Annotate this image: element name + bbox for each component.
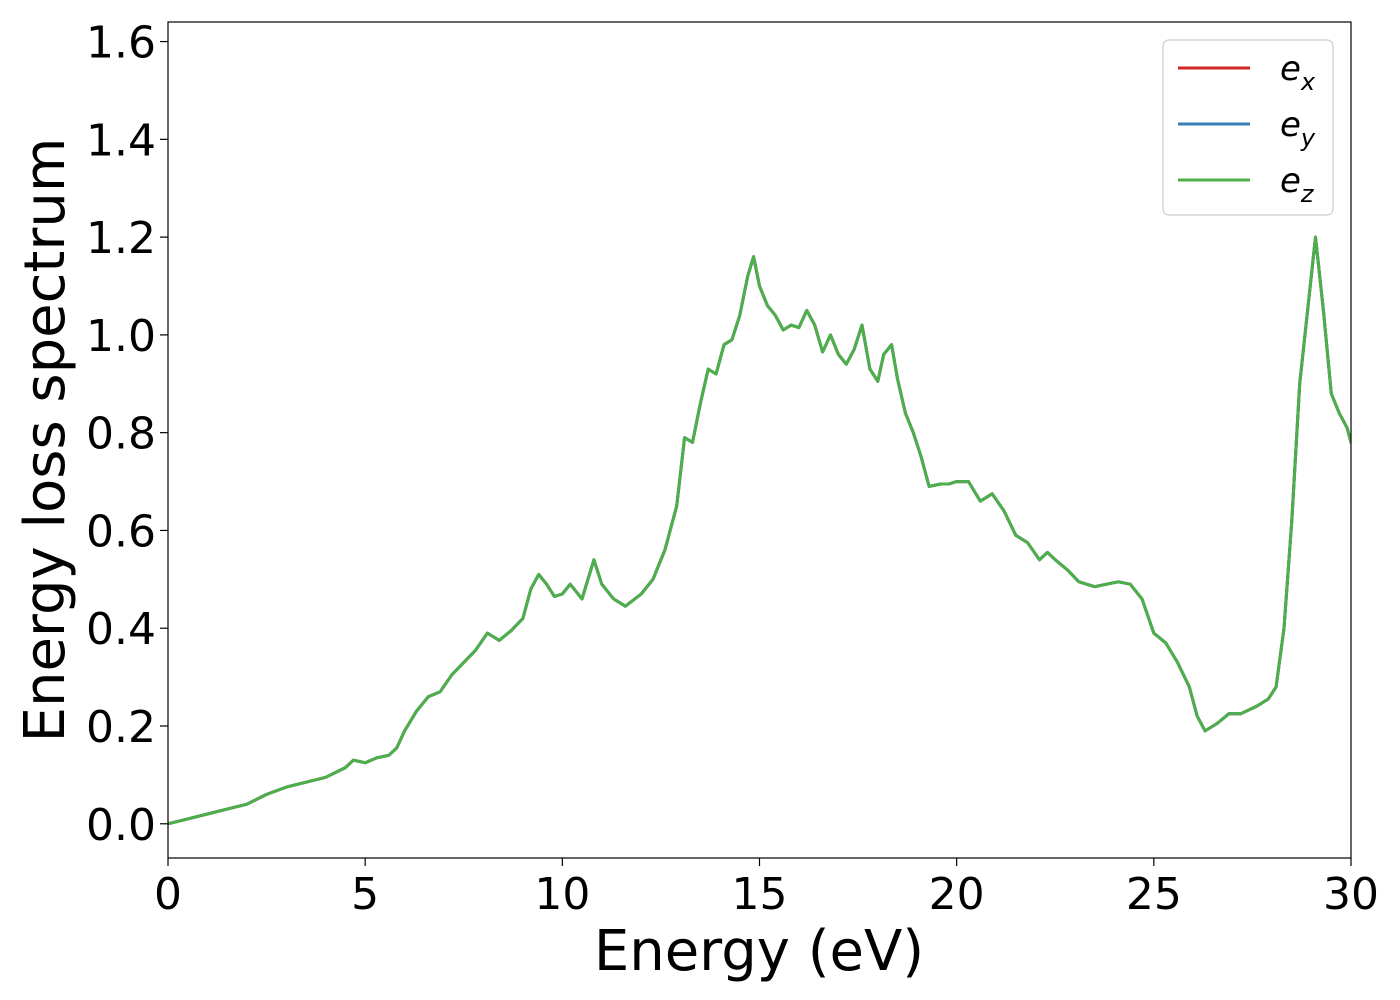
y-tick-label: 1.0 <box>86 311 156 362</box>
y-tick-label: 0.0 <box>86 800 156 851</box>
legend-label-y: ey <box>1280 105 1316 152</box>
legend-label-base: e <box>1280 161 1301 201</box>
x-tick-label: 10 <box>534 869 590 920</box>
y-tick-label: 0.8 <box>86 409 156 460</box>
x-tick-label: 0 <box>154 869 182 920</box>
x-tick-label: 20 <box>929 869 985 920</box>
x-axis: 0 5 10 15 20 25 30 <box>154 858 1379 920</box>
legend-label-subscript: z <box>1300 180 1315 208</box>
legend-label-z: ez <box>1280 161 1315 208</box>
y-tick-label: 0.4 <box>86 604 156 655</box>
y-tick-label: 0.2 <box>86 702 156 753</box>
legend-box <box>1162 39 1334 216</box>
x-axis-label: Energy (eV) <box>594 919 924 984</box>
legend-label-subscript: x <box>1300 68 1316 96</box>
y-axis: 0.0 0.2 0.4 0.6 0.8 1.0 1.2 1.4 1.6 <box>86 18 168 851</box>
x-tick-label: 5 <box>351 869 379 920</box>
y-tick-label: 1.4 <box>86 115 156 166</box>
y-tick-label: 0.6 <box>86 506 156 557</box>
series-layer <box>168 235 1351 826</box>
y-tick-label: 1.6 <box>86 18 156 69</box>
x-tick-label: 15 <box>732 869 788 920</box>
legend-label-x: ex <box>1280 49 1316 96</box>
y-axis-label: Energy loss spectrum <box>13 138 78 743</box>
legend-label-base: e <box>1280 49 1301 89</box>
x-tick-label: 25 <box>1126 869 1182 920</box>
series-line-z <box>168 235 1351 826</box>
legend-label-base: e <box>1280 105 1301 145</box>
y-tick-label: 1.2 <box>86 213 156 264</box>
plot-background <box>168 22 1351 858</box>
legend-label-subscript: y <box>1300 124 1316 152</box>
x-tick-label: 30 <box>1323 869 1379 920</box>
